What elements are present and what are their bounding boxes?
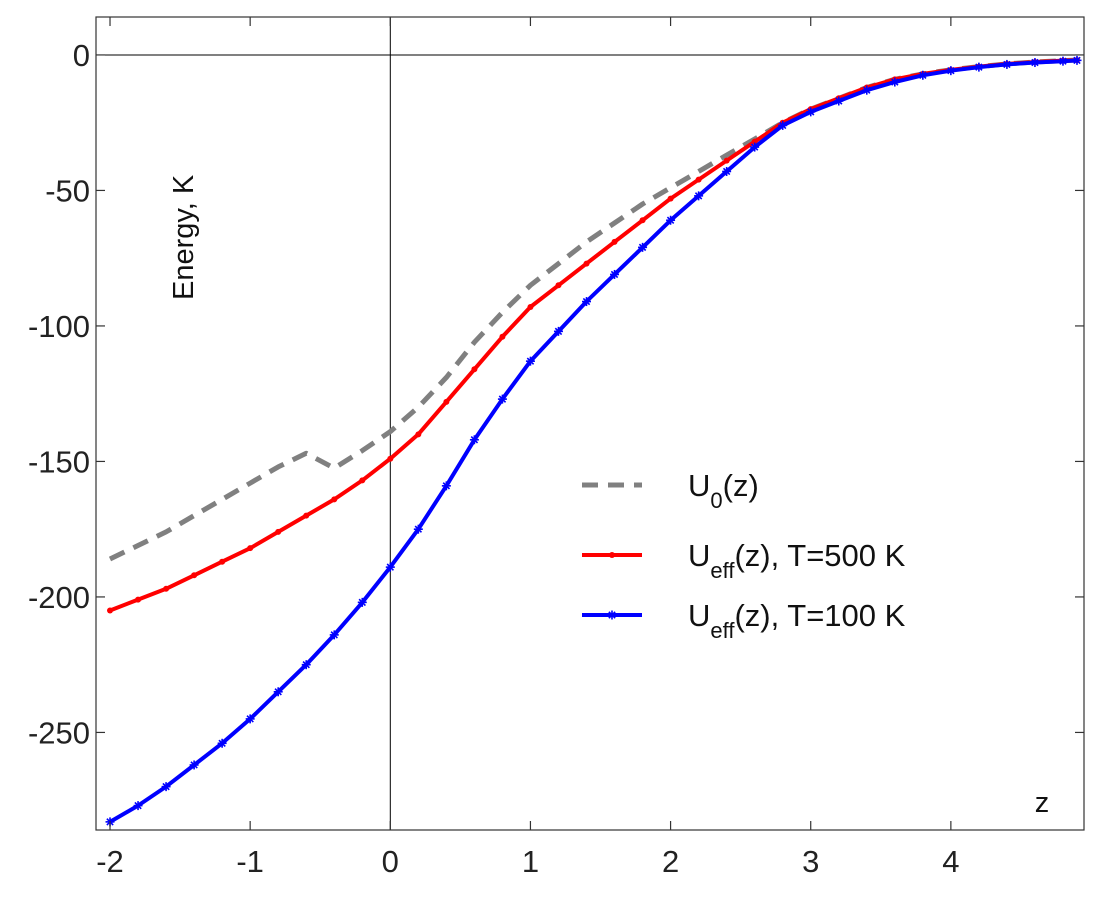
series-1-point xyxy=(723,157,730,164)
series-2-point xyxy=(161,782,171,792)
series-2-point xyxy=(1002,59,1012,69)
y-tick-label: -100 xyxy=(28,309,90,344)
series-2-point xyxy=(273,687,283,697)
series-1-point xyxy=(219,558,226,565)
series-2-point xyxy=(946,66,956,76)
series-1-point xyxy=(527,303,534,310)
series-2-point xyxy=(525,356,535,366)
series-1-point xyxy=(499,333,506,340)
series-2-point xyxy=(1030,58,1040,68)
series-2-point xyxy=(413,524,423,534)
series-2-point xyxy=(581,297,591,307)
x-axis-label: z xyxy=(1035,787,1050,819)
legend-label-1: Ueff(z), T=500 K xyxy=(688,538,906,583)
series-1-point xyxy=(331,496,338,503)
series-2-point xyxy=(834,96,844,106)
series-2-point xyxy=(497,394,507,404)
series-1-point xyxy=(639,217,646,224)
series-1-point xyxy=(611,238,618,245)
y-tick-label: -200 xyxy=(28,580,90,615)
x-tick-label: 2 xyxy=(662,844,679,879)
series-2-point xyxy=(862,85,872,95)
series-line-2 xyxy=(108,58,1078,824)
plot-frame xyxy=(95,16,1085,831)
series-2-point xyxy=(610,269,620,279)
y-axis-label: Energy, K xyxy=(168,174,200,300)
series-1-point xyxy=(191,572,198,579)
x-tick-label: -1 xyxy=(236,844,264,879)
series-2-point xyxy=(189,760,199,770)
x-tick-label: 3 xyxy=(802,844,819,879)
legend-label-2: Ueff(z), T=100 K xyxy=(688,598,906,643)
series-2-point xyxy=(217,738,227,748)
legend-entry-0: U0(z) xyxy=(582,468,759,513)
series-1-point xyxy=(695,176,702,183)
series-1-point xyxy=(387,455,394,462)
series-1-point xyxy=(107,607,114,614)
series-1-point xyxy=(415,431,422,438)
series-2-point xyxy=(778,120,788,130)
series-1-point xyxy=(303,512,310,519)
series-line-0 xyxy=(108,57,1078,562)
series-1-point xyxy=(471,366,478,373)
series-1-point xyxy=(555,282,562,289)
series-1-point xyxy=(751,138,758,145)
series-1-point xyxy=(163,585,170,592)
y-tick-label: -150 xyxy=(28,444,90,479)
series-2-point xyxy=(245,714,255,724)
series-2-point xyxy=(750,142,760,152)
x-tick-label: 0 xyxy=(382,844,399,879)
series-2-point xyxy=(553,326,563,336)
series-2-point xyxy=(722,166,732,176)
x-tick-label: 1 xyxy=(522,844,539,879)
series-2-point xyxy=(974,62,984,72)
series-2-point xyxy=(301,660,311,670)
series-2-point xyxy=(1072,55,1082,65)
series-2 xyxy=(105,55,1082,827)
legend-entry-1: Ueff(z), T=500 K xyxy=(582,538,906,583)
series-2-point xyxy=(441,481,451,491)
series-1-point xyxy=(667,195,674,202)
legend-entry-2: Ueff(z), T=100 K xyxy=(582,598,906,643)
series-2-point xyxy=(469,435,479,445)
series-2-point xyxy=(918,70,928,80)
series-1-point xyxy=(275,528,282,535)
x-tick-label: -2 xyxy=(96,844,124,879)
series-2-point xyxy=(329,630,339,640)
series-2-point xyxy=(357,597,367,607)
series-2-point xyxy=(890,77,900,87)
series-1-point xyxy=(583,260,590,267)
series-2-point xyxy=(1058,56,1068,66)
series-2-point xyxy=(806,107,816,117)
series-1-point xyxy=(443,398,450,405)
series-1-point xyxy=(135,596,142,603)
legend-label-0: U0(z) xyxy=(688,468,759,513)
y-tick-label: -250 xyxy=(28,715,90,750)
x-tick-label: 4 xyxy=(942,844,959,879)
series-2-point xyxy=(666,215,676,225)
series-2-point xyxy=(133,801,143,811)
series-2-point xyxy=(638,242,648,252)
series-1-point xyxy=(247,545,254,552)
series-1-point xyxy=(359,477,366,484)
series-2-point xyxy=(694,191,704,201)
y-tick-label: -50 xyxy=(45,173,90,208)
series-2-point xyxy=(385,562,395,572)
series-0 xyxy=(108,57,1078,562)
y-tick-label: 0 xyxy=(73,38,90,73)
legend: U0(z) Ueff(z), T=500 K Ueff(z), T=100 K xyxy=(582,468,906,643)
